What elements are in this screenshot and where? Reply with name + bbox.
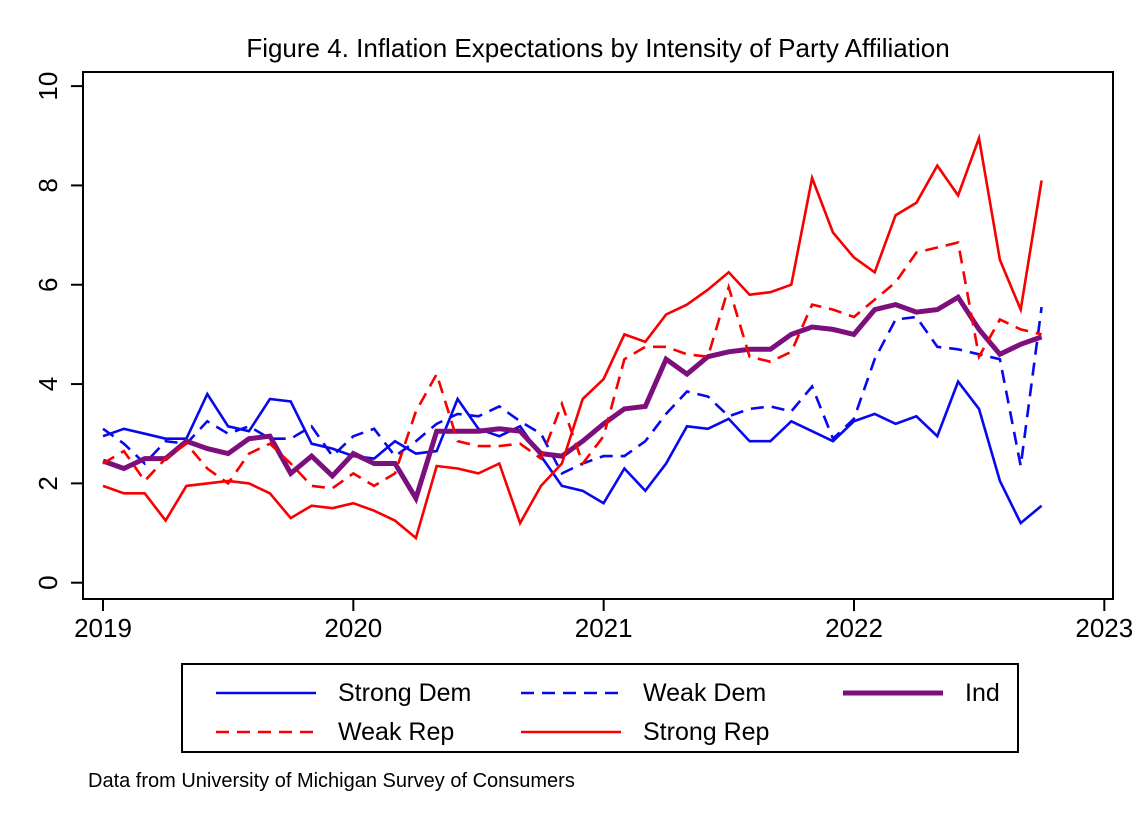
x-tick-label: 2020 [324, 613, 382, 643]
legend-label: Strong Dem [338, 678, 472, 707]
legend-label: Ind [965, 678, 1000, 707]
x-tick-label: 2023 [1075, 613, 1133, 643]
y-tick-label: 10 [33, 72, 63, 101]
x-tick-label: 2021 [575, 613, 633, 643]
legend-item-strong-rep: Strong Rep [521, 717, 769, 747]
series-strong-rep-line [102, 133, 1043, 541]
legend-item-weak-rep: Weak Rep [216, 717, 454, 747]
y-tick-label: 6 [33, 278, 63, 292]
legend-swatch-weak-rep [216, 730, 316, 734]
series-ind-line [102, 293, 1043, 505]
plot-frame [82, 71, 1114, 600]
legend-item-ind: Ind [843, 678, 1000, 708]
legend-swatch-weak-dem [521, 691, 621, 695]
legend-item-weak-dem: Weak Dem [521, 678, 766, 708]
legend-label: Weak Rep [338, 717, 455, 746]
chart-title: Figure 4. Inflation Expectations by Inte… [246, 33, 950, 63]
y-tick-label: 4 [33, 377, 63, 391]
y-tick-label: 8 [33, 178, 63, 192]
x-tick-label: 2022 [825, 613, 883, 643]
legend-label: Weak Dem [643, 678, 767, 707]
series-strong-dem-line [102, 378, 1043, 526]
legend-label: Strong Rep [643, 717, 770, 746]
legend-item-strong-dem: Strong Dem [216, 678, 471, 708]
legend-swatch-ind [843, 690, 943, 696]
series-weak-dem-line [102, 306, 1043, 476]
source-caption: Data from University of Michigan Survey … [88, 770, 575, 792]
y-tick-label: 0 [33, 575, 63, 589]
legend: Strong Dem Weak Dem Ind Weak Rep Strong Rep [181, 663, 1019, 753]
plot-area: 0 2 4 6 8 10 2019 2020 2021 2022 2023 [33, 71, 1133, 643]
legend-swatch-strong-dem [216, 691, 316, 695]
legend-swatch-strong-rep [521, 730, 621, 734]
y-tick-label: 2 [33, 476, 63, 490]
x-tick-label: 2019 [74, 613, 132, 643]
